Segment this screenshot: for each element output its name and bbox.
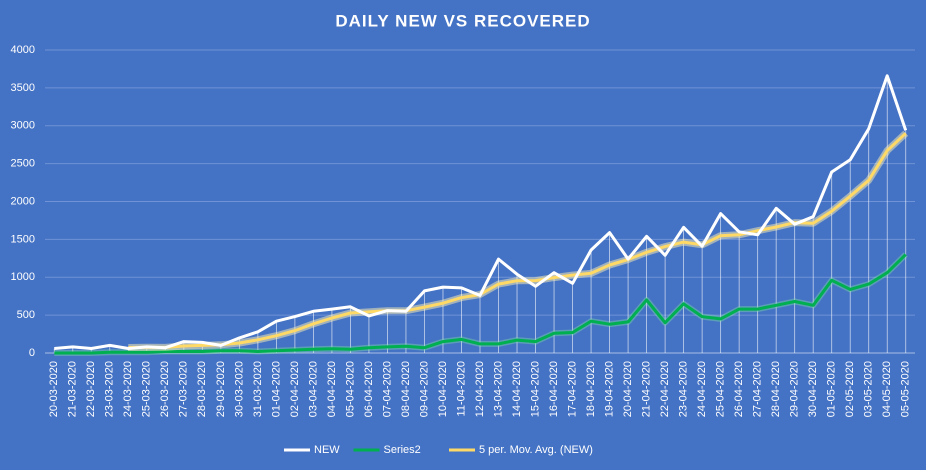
- y-tick-label: 2500: [11, 158, 35, 170]
- x-tick-label: 10-04-2020: [437, 361, 449, 417]
- y-tick-label: 1000: [11, 271, 35, 283]
- y-tick-label: 3000: [11, 120, 35, 132]
- series-line: [54, 253, 907, 355]
- x-tick-label: 04-05-2020: [881, 361, 893, 417]
- x-tick-label: 21-03-2020: [67, 361, 79, 417]
- x-tick-label: 29-03-2020: [215, 361, 227, 417]
- x-tick-label: 05-05-2020: [900, 361, 912, 417]
- x-tick-label: 27-03-2020: [178, 361, 190, 417]
- x-tick-label: 30-04-2020: [807, 361, 819, 417]
- x-tick-label: 08-04-2020: [400, 361, 412, 417]
- x-tick-label: 21-04-2020: [641, 361, 653, 417]
- x-tick-label: 24-03-2020: [122, 361, 134, 417]
- x-tick-label: 25-04-2020: [715, 361, 727, 417]
- x-tick-label: 23-03-2020: [104, 361, 116, 417]
- y-tick-label: 2000: [11, 195, 35, 207]
- x-tick-label: 15-04-2020: [529, 361, 541, 417]
- x-tick-label: 25-03-2020: [141, 361, 153, 417]
- y-tick-label: 4000: [11, 44, 35, 56]
- x-tick-label: 28-04-2020: [770, 361, 782, 417]
- x-tick-label: 12-04-2020: [474, 361, 486, 417]
- legend-label: NEW: [314, 444, 340, 456]
- x-tick-label: 27-04-2020: [752, 361, 764, 417]
- x-tick-label: 06-04-2020: [363, 361, 375, 417]
- x-tick-label: 01-04-2020: [270, 361, 282, 417]
- x-tick-label: 28-03-2020: [196, 361, 208, 417]
- x-tick-label: 02-05-2020: [844, 361, 856, 417]
- x-tick-label: 30-03-2020: [233, 361, 245, 417]
- x-tick-label: 22-04-2020: [659, 361, 671, 417]
- x-tick-label: 05-04-2020: [344, 361, 356, 417]
- x-tick-label: 20-04-2020: [622, 361, 634, 417]
- x-tick-label: 20-03-2020: [48, 361, 60, 417]
- x-tick-label: 22-03-2020: [85, 361, 97, 417]
- x-tick-label: 17-04-2020: [566, 361, 578, 417]
- x-tick-label: 16-04-2020: [548, 361, 560, 417]
- x-tick-label: 04-04-2020: [326, 361, 338, 417]
- legend-label: 5 per. Mov. Avg. (NEW): [479, 444, 593, 456]
- y-tick-label: 1500: [11, 233, 35, 245]
- x-tick-label: 23-04-2020: [678, 361, 690, 417]
- x-tick-label: 31-03-2020: [252, 361, 264, 417]
- legend-label: Series2: [384, 444, 421, 456]
- chart-title: DAILY NEW VS RECOVERED: [335, 11, 590, 30]
- x-tick-label: 03-04-2020: [307, 361, 319, 417]
- series-line: [54, 74, 908, 350]
- x-tick-label: 07-04-2020: [381, 361, 393, 417]
- y-tick-label: 0: [29, 347, 35, 359]
- y-tick-label: 500: [17, 309, 35, 321]
- x-tick-label: 11-04-2020: [455, 361, 467, 416]
- x-tick-label: 26-04-2020: [733, 361, 745, 417]
- x-tick-label: 26-03-2020: [159, 361, 171, 417]
- x-tick-label: 02-04-2020: [289, 361, 301, 417]
- y-tick-label: 3500: [11, 82, 35, 94]
- x-tick-label: 09-04-2020: [418, 361, 430, 417]
- x-tick-label: 29-04-2020: [789, 361, 801, 417]
- series-line: [128, 132, 907, 349]
- x-tick-label: 19-04-2020: [603, 361, 615, 417]
- x-tick-label: 18-04-2020: [585, 361, 597, 417]
- x-tick-label: 01-05-2020: [826, 361, 838, 417]
- x-tick-label: 13-04-2020: [492, 361, 504, 417]
- x-tick-label: 14-04-2020: [511, 361, 523, 417]
- x-tick-label: 03-05-2020: [863, 361, 875, 417]
- x-tick-label: 24-04-2020: [696, 361, 708, 417]
